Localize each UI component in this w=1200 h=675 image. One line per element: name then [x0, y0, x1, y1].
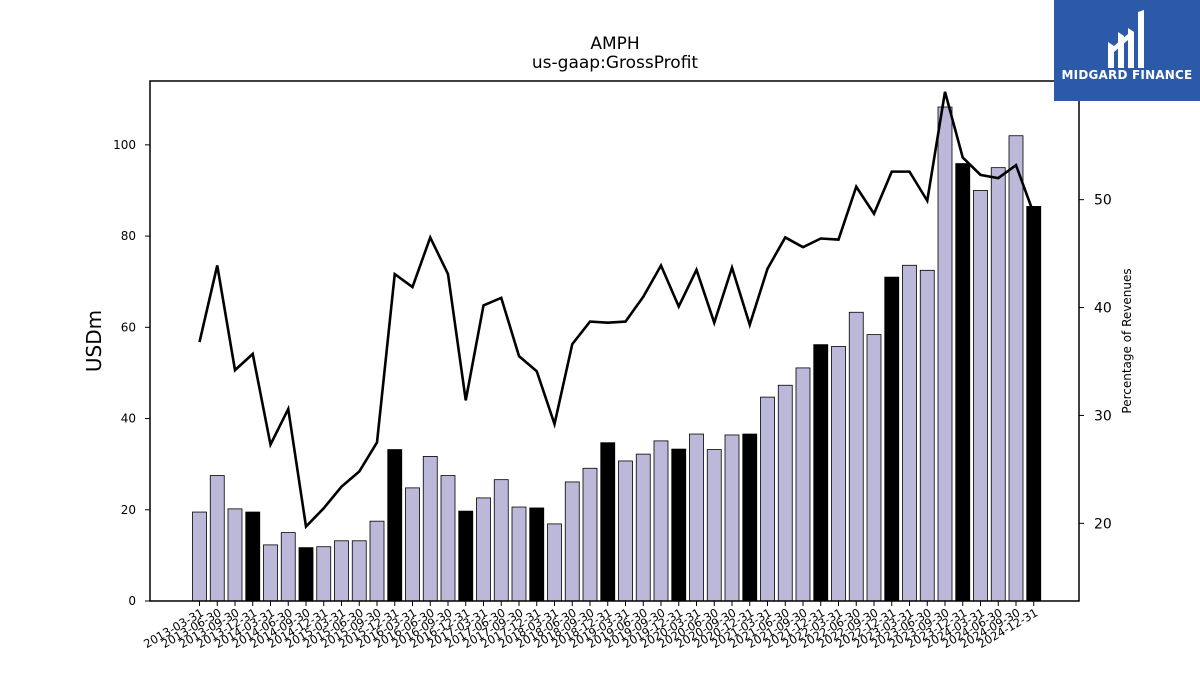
bar-2016-09-30 — [440, 475, 456, 602]
bar-2013-12-31 — [245, 511, 261, 602]
bar-2017-03-31 — [476, 497, 491, 602]
bar-2015-12-31 — [387, 449, 403, 602]
bar-2024-03-31 — [973, 190, 988, 602]
bar-2020-12-31 — [742, 433, 758, 602]
y2-tick-label-20: 20 — [1094, 516, 1112, 532]
y2-tick-label-30: 30 — [1094, 408, 1112, 424]
bar-2016-03-31 — [405, 487, 420, 602]
y2-tick-label-40: 40 — [1094, 301, 1112, 317]
y2-tick-label-50: 50 — [1094, 193, 1112, 209]
bar-2015-06-30 — [351, 540, 367, 602]
y-axis-right: 20 30 40 50 — [1079, 193, 1112, 532]
bar-2019-12-31 — [671, 448, 687, 602]
bar-2022-12-31 — [884, 276, 900, 602]
bar-2017-06-30 — [493, 479, 509, 602]
y-axis-label-right: Percentage of Revenues — [1120, 268, 1134, 413]
bar-2014-06-30 — [280, 532, 296, 602]
bar-2013-09-30 — [227, 508, 243, 602]
bar-2024-09-30 — [1008, 135, 1024, 602]
bar-2024-06-30 — [990, 167, 1006, 602]
bar-2022-03-31 — [831, 346, 846, 602]
bar-2015-09-30 — [369, 520, 385, 602]
y-tick-label-0: 0 — [128, 594, 136, 608]
bar-2023-03-31 — [902, 264, 917, 602]
bar-2014-12-31 — [316, 546, 332, 602]
bar-2017-12-31 — [529, 507, 545, 602]
bar-2019-03-31 — [618, 460, 633, 602]
bar-2016-06-30 — [422, 455, 438, 602]
midgard-finance-logo: MIDGARD FINANCE — [1054, 0, 1200, 101]
bar-2018-12-31 — [600, 442, 616, 602]
bar-2024-12-31 — [1026, 206, 1042, 602]
bar-2014-03-31 — [263, 544, 278, 602]
bar-2017-09-30 — [511, 506, 527, 602]
bar-series — [192, 106, 1042, 602]
bar-2021-03-31 — [760, 396, 775, 602]
chart-title-line1: AMPH — [590, 34, 639, 54]
bar-2023-09-30 — [937, 106, 953, 602]
percentage-of-revenues-line — [198, 91, 1035, 530]
bar-2019-09-30 — [653, 440, 669, 602]
bar-2022-09-30 — [866, 334, 882, 602]
y-tick-label-100: 100 — [113, 138, 136, 152]
bar-2021-06-30 — [777, 384, 793, 602]
bar-2014-09-30 — [298, 547, 314, 602]
logo-text: MIDGARD FINANCE — [1061, 68, 1193, 82]
line-series — [198, 91, 1035, 530]
y-tick-label-60: 60 — [121, 320, 136, 334]
bar-2022-06-30 — [848, 311, 864, 602]
bar-2016-12-31 — [458, 510, 474, 602]
midgard-logo-icon — [1108, 10, 1144, 68]
y-axis-left: 0 20 40 60 80 100 — [113, 138, 150, 608]
chart-title-line2: us-gaap:GrossProfit — [532, 53, 698, 73]
bar-2023-06-30 — [919, 269, 935, 602]
y-tick-label-20: 20 — [121, 503, 136, 517]
bar-2019-06-30 — [635, 453, 651, 602]
bar-2021-12-31 — [813, 344, 829, 602]
x-axis: 2013-03-312013-06-302013-09-302013-12-31… — [141, 601, 1040, 651]
bar-2013-06-30 — [209, 475, 225, 602]
y-axis-label-left: USDm — [82, 310, 106, 372]
bar-2018-03-31 — [547, 523, 562, 602]
y-tick-label-80: 80 — [121, 229, 136, 243]
bar-2023-12-31 — [955, 163, 971, 602]
y-tick-label-40: 40 — [121, 412, 136, 426]
bar-2015-03-31 — [334, 540, 349, 602]
plot-frame — [149, 80, 1080, 602]
bar-2020-03-31 — [689, 433, 704, 602]
bar-2021-09-30 — [795, 367, 811, 602]
bar-2020-09-30 — [724, 434, 740, 602]
bar-2018-06-30 — [564, 481, 580, 602]
bar-2013-03-31 — [192, 511, 207, 602]
bar-2020-06-30 — [706, 449, 722, 602]
bar-2018-09-30 — [582, 467, 598, 602]
